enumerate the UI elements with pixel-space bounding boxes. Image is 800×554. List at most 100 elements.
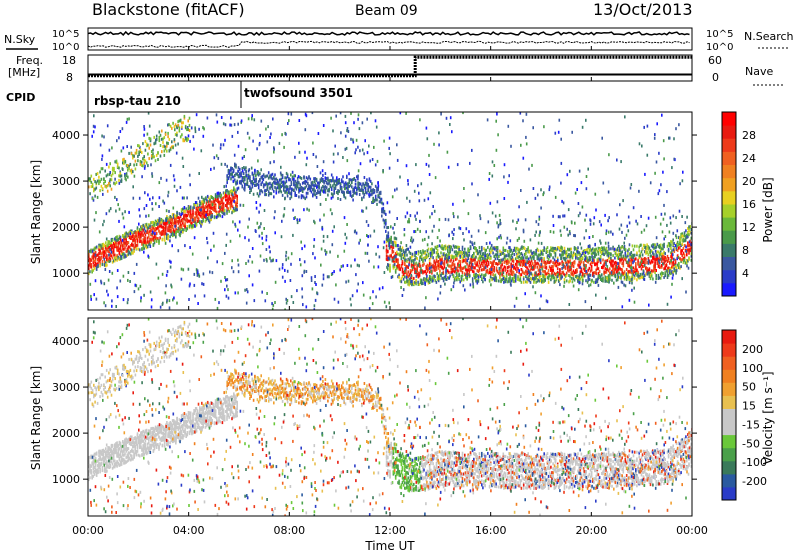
power-cell — [112, 251, 115, 255]
power-cell — [639, 264, 642, 268]
power-cell — [176, 220, 178, 224]
power-cell — [90, 263, 92, 267]
power-cell — [108, 270, 111, 273]
power-cell — [308, 184, 310, 188]
power-cell — [432, 251, 434, 255]
power-cell — [337, 179, 339, 183]
power-cell — [413, 263, 415, 267]
power-cell — [664, 274, 666, 278]
power-cell — [269, 136, 271, 139]
power-cell — [684, 221, 687, 225]
power-cell — [565, 279, 568, 283]
power-cell — [250, 166, 253, 170]
power-cell — [656, 243, 659, 246]
power-cell — [408, 261, 411, 265]
power-cell — [477, 193, 479, 197]
power-cell — [391, 275, 394, 279]
power-cell — [583, 236, 586, 240]
power-cell — [399, 279, 401, 283]
power-cell — [259, 254, 262, 258]
power-cell — [625, 268, 628, 271]
power-cell — [441, 244, 443, 248]
power-cell — [663, 245, 665, 249]
power-cell — [122, 244, 124, 248]
power-cell — [402, 273, 405, 277]
power-cell — [374, 198, 377, 202]
power-cell — [424, 279, 426, 283]
power-cell — [675, 236, 678, 240]
power-cell — [441, 247, 443, 251]
power-cell — [565, 273, 568, 277]
power-cell — [397, 265, 399, 269]
power-cell — [647, 257, 650, 261]
power-cell — [522, 271, 525, 275]
power-cell — [500, 251, 502, 255]
power-cell — [678, 236, 680, 240]
power-cell — [526, 260, 528, 264]
power-cell — [286, 299, 289, 302]
power-cell — [364, 187, 367, 190]
power-cell — [508, 260, 510, 264]
power-cell — [289, 197, 291, 201]
power-cell — [235, 165, 237, 169]
power-cell — [357, 174, 359, 178]
power-cell — [348, 172, 350, 176]
power-cell — [606, 259, 609, 262]
power-cell — [533, 250, 535, 254]
power-cell — [231, 167, 233, 170]
power-cell — [642, 265, 645, 268]
power-cell — [390, 225, 392, 229]
power-cell — [465, 251, 467, 255]
power-cell — [200, 201, 202, 205]
power-cell — [531, 277, 534, 281]
power-cell — [168, 216, 170, 220]
power-cell — [181, 228, 184, 231]
power-cell — [172, 213, 175, 217]
power-cell — [329, 179, 332, 183]
power-cell — [602, 252, 604, 256]
power-cell — [149, 245, 152, 248]
power-cell — [317, 191, 319, 195]
power-cell — [231, 134, 234, 138]
power-cell — [347, 182, 349, 186]
power-cell — [452, 267, 455, 271]
power-cell — [688, 244, 690, 248]
power-cell — [227, 168, 230, 172]
power-cell — [526, 270, 528, 274]
power-cell — [609, 271, 611, 275]
power-cell — [101, 251, 104, 255]
power-cell — [144, 224, 147, 228]
freq-right-tick-top: 60 — [708, 54, 722, 67]
power-cell — [510, 257, 512, 261]
power-cell — [179, 220, 182, 224]
power-cell — [426, 249, 429, 253]
power-cell — [642, 275, 645, 279]
power-cell — [323, 185, 325, 189]
power-cell — [103, 250, 106, 254]
power-cell — [374, 184, 377, 188]
power-cell — [165, 178, 168, 182]
power-cell — [303, 195, 305, 199]
power-cell — [409, 251, 412, 255]
power-cell — [556, 256, 559, 260]
power-cell — [210, 203, 212, 207]
power-cell — [605, 279, 608, 283]
power-cell — [213, 208, 216, 212]
power-cell — [511, 259, 514, 263]
power-cell — [618, 254, 620, 258]
power-cell — [354, 186, 357, 189]
power-cell — [369, 179, 372, 183]
power-cell — [323, 181, 325, 185]
power-cell — [559, 275, 561, 279]
power-cell — [505, 254, 508, 258]
power-cell — [414, 280, 416, 284]
power-cell — [259, 225, 261, 229]
power-cell — [598, 276, 601, 280]
power-cell — [368, 191, 371, 195]
power-cell — [563, 265, 566, 269]
power-cell — [266, 187, 269, 191]
power-cell — [218, 193, 220, 197]
power-cell — [339, 268, 341, 272]
power-cell — [160, 220, 163, 224]
power-cell — [567, 247, 569, 251]
